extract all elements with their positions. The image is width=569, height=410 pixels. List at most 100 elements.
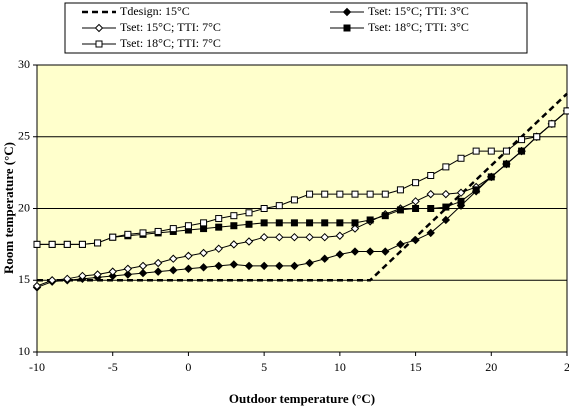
marker <box>184 222 192 230</box>
legend-marker <box>342 7 352 17</box>
marker <box>350 247 360 256</box>
marker <box>381 190 389 198</box>
marker <box>427 171 435 179</box>
marker <box>200 219 208 227</box>
marker <box>32 281 42 291</box>
marker <box>518 147 526 155</box>
y-tick-label: 15 <box>18 272 30 286</box>
marker <box>472 186 480 194</box>
marker <box>78 271 87 281</box>
marker <box>350 224 360 233</box>
legend-label: Tset: 15°C; TTI: 7°C <box>120 20 221 34</box>
marker <box>335 250 345 259</box>
y-tick-label: 10 <box>18 344 30 358</box>
marker <box>184 251 193 261</box>
x-tick-label: -5 <box>108 360 118 374</box>
legend-label: Tset: 15°C; TTI: 3°C <box>368 4 469 18</box>
series-line <box>37 92 568 282</box>
x-tick-label: -10 <box>29 360 45 374</box>
marker <box>306 190 314 198</box>
marker <box>320 232 329 242</box>
x-tick-label: 15 <box>410 360 422 374</box>
marker <box>442 203 450 211</box>
marker <box>563 107 569 115</box>
marker <box>411 197 420 206</box>
x-tick-label: 0 <box>185 360 191 374</box>
marker <box>275 219 283 227</box>
marker <box>457 197 465 205</box>
marker <box>290 232 299 242</box>
marker <box>336 219 344 227</box>
marker <box>48 240 56 248</box>
marker <box>502 160 510 168</box>
marker <box>153 258 163 268</box>
marker <box>351 190 359 198</box>
marker <box>275 232 284 242</box>
marker <box>411 235 420 245</box>
y-tick-label: 25 <box>18 129 30 143</box>
marker <box>169 225 177 233</box>
marker <box>487 173 495 181</box>
marker <box>442 163 450 171</box>
marker <box>396 240 405 249</box>
marker <box>244 261 254 271</box>
marker <box>108 267 117 276</box>
marker <box>426 228 435 238</box>
marker <box>138 261 148 271</box>
marker <box>548 120 556 128</box>
marker <box>123 264 133 273</box>
marker <box>305 258 314 268</box>
marker <box>47 276 57 285</box>
marker <box>321 190 329 198</box>
marker <box>138 268 148 278</box>
legend-label: Tset: 18°C; TTI: 3°C <box>368 20 469 34</box>
marker <box>109 233 117 241</box>
marker <box>63 274 72 284</box>
marker <box>427 205 435 212</box>
marker <box>502 147 510 155</box>
marker <box>154 227 162 235</box>
marker <box>124 230 132 238</box>
x-tick-label: 10 <box>334 360 346 374</box>
marker <box>139 229 147 237</box>
marker <box>306 219 314 227</box>
marker <box>123 270 133 279</box>
marker <box>305 232 314 242</box>
x-tick-label: 5 <box>261 360 267 374</box>
marker <box>457 154 465 162</box>
x-tick-label: 2 <box>564 360 569 374</box>
marker <box>245 209 253 217</box>
marker <box>290 219 298 227</box>
marker <box>396 186 404 194</box>
marker <box>533 133 541 141</box>
y-axis-label: Room temperature (°C) <box>1 142 16 274</box>
marker <box>259 261 269 271</box>
marker <box>518 136 526 144</box>
marker <box>184 264 193 273</box>
marker <box>412 179 420 187</box>
marker <box>472 147 480 155</box>
marker <box>94 239 102 247</box>
marker <box>365 247 375 256</box>
marker <box>320 254 329 263</box>
marker <box>396 206 404 214</box>
marker <box>78 240 86 248</box>
marker <box>366 190 374 198</box>
marker <box>108 271 117 281</box>
marker <box>169 265 178 275</box>
marker <box>33 240 41 248</box>
legend-marker <box>343 24 351 32</box>
marker <box>351 219 359 227</box>
marker <box>381 247 390 256</box>
marker <box>229 240 239 249</box>
x-tick-label: 20 <box>485 360 497 374</box>
marker <box>441 215 451 225</box>
marker <box>229 260 239 269</box>
legend <box>64 2 528 54</box>
marker <box>456 188 466 197</box>
x-axis-label: Outdoor temperature (°C) <box>229 391 375 406</box>
legend-label: Tdesign: 15°C <box>120 4 190 18</box>
marker <box>215 223 223 231</box>
marker <box>199 263 208 272</box>
marker <box>487 147 495 155</box>
